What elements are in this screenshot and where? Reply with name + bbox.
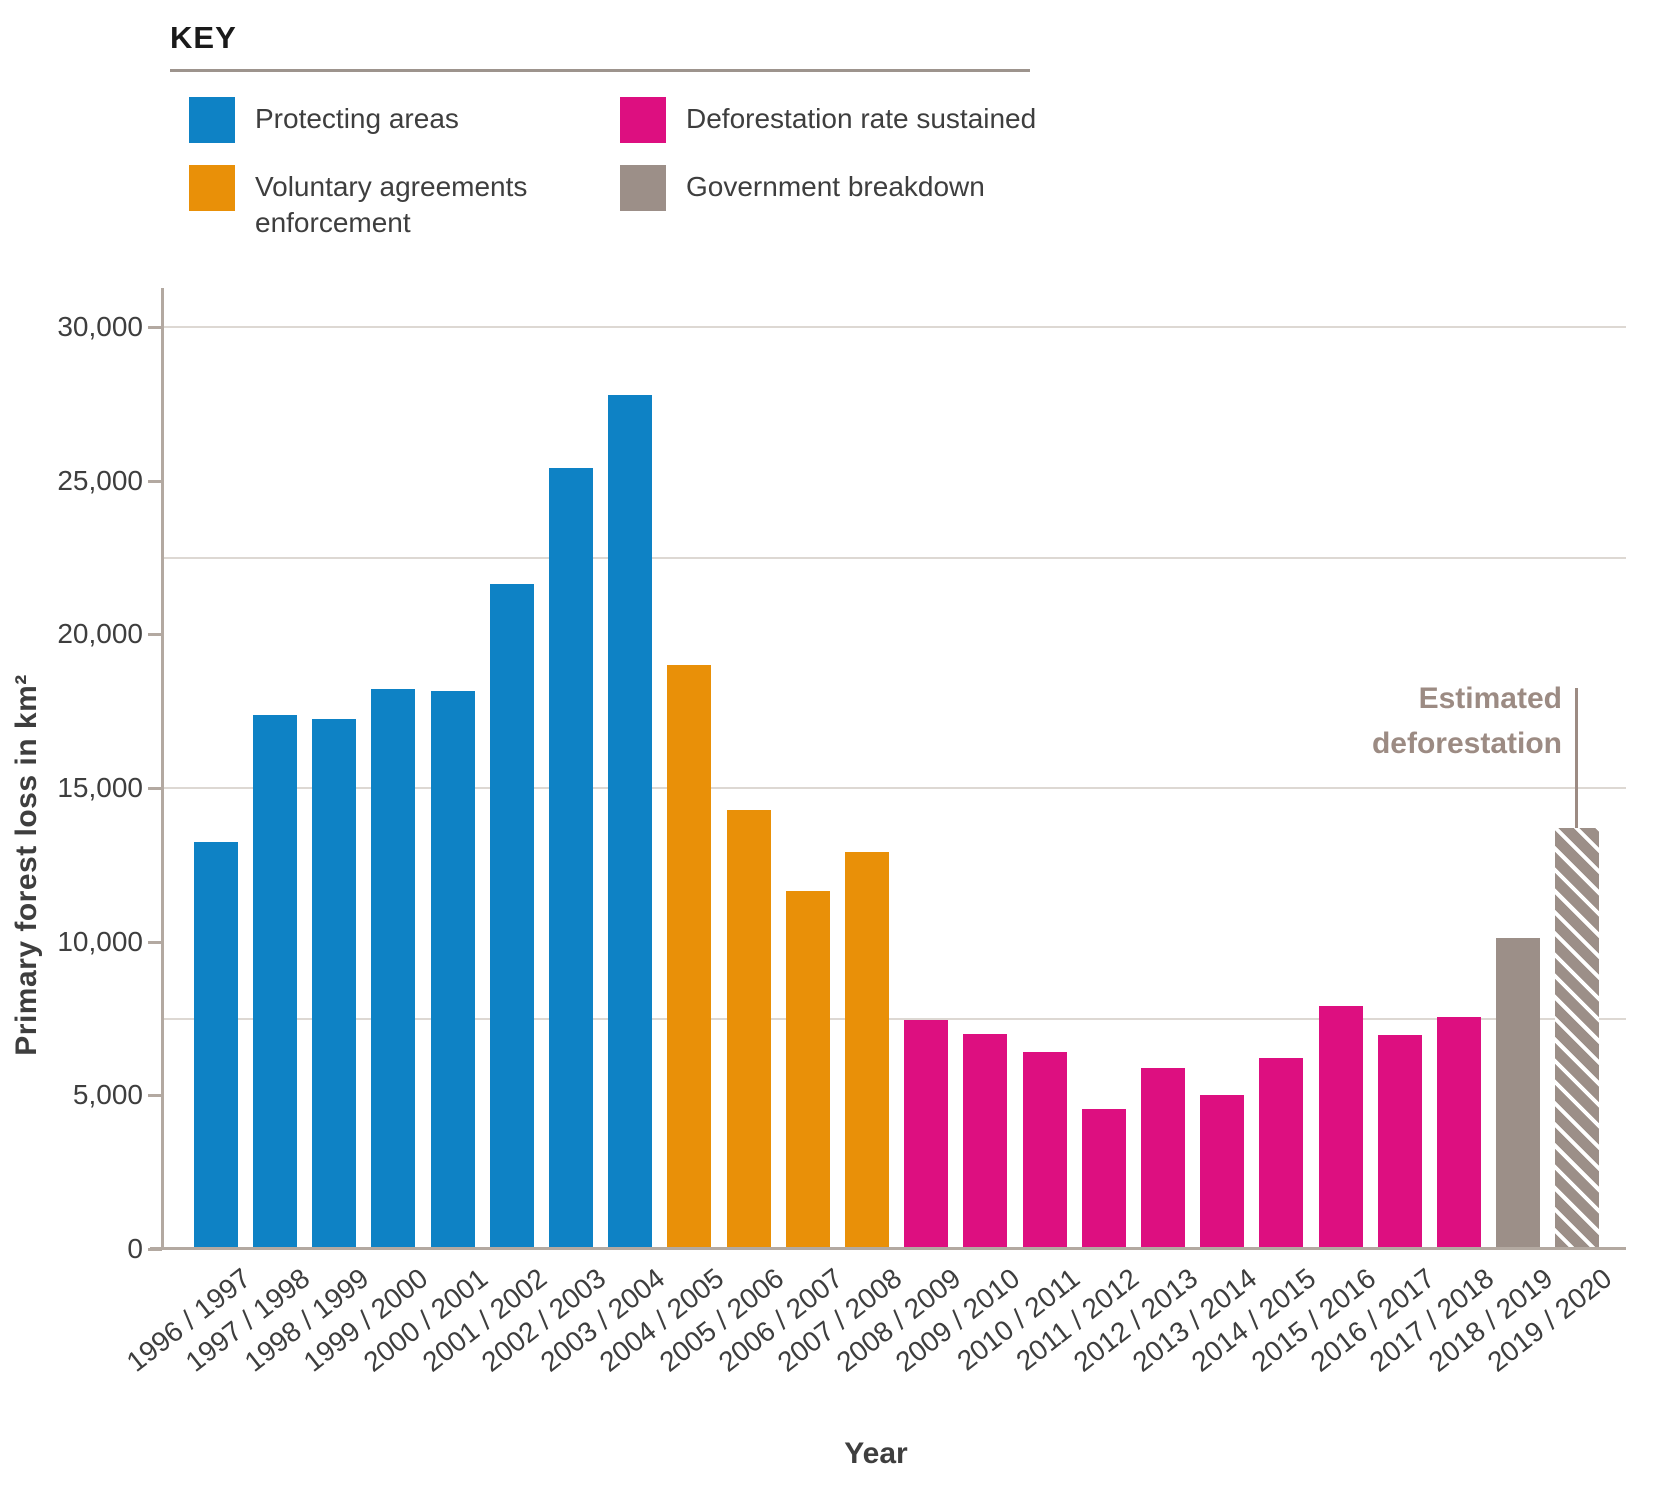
legend-items: Protecting areas Deforestation rate susta… [189,97,1089,241]
y-tick-label: 30,000 [57,311,143,342]
bar-2004-2005 [667,664,712,1249]
bar-2016-2017 [1377,1035,1422,1249]
x-axis-line [150,1247,1626,1250]
y-tick-mark [148,787,162,790]
estimated-annotation-line1: Estimated [1418,682,1562,715]
y-tick-mark [148,326,162,329]
y-tick-mark [148,940,162,944]
legend-title: KEY [170,20,237,55]
bar-2005-2006 [726,809,771,1249]
bar-2010-2011 [1022,1051,1067,1249]
legend-swatch-government [620,165,666,211]
bar-2012-2013 [1140,1067,1185,1249]
bar-2018-2019 [1496,937,1541,1249]
gridline-22500 [163,556,1626,559]
y-axis-line [161,288,164,1250]
bar-2001-2002 [489,583,534,1249]
bar-2009-2010 [963,1033,1008,1249]
legend-item-sustained: Deforestation rate sustained [620,97,1089,143]
y-tick-mark [148,633,162,637]
y-tick-label: 5,000 [72,1079,143,1111]
legend-swatch-sustained [620,97,666,143]
estimated-annotation-line2: deforestation [1371,727,1562,760]
estimated-annotation: Estimated deforestation [1372,676,1562,766]
bar-2003-2004 [608,395,653,1249]
bar-1998-1999 [312,718,357,1249]
bar-2017-2018 [1436,1017,1481,1249]
bar-2006-2007 [785,890,830,1249]
bar-1999-2000 [371,688,416,1249]
bar-1997-1998 [252,714,297,1249]
bar-2008-2009 [904,1019,949,1249]
y-tick-label: 10,000 [57,925,143,957]
bar-1996-1997 [193,842,238,1249]
legend-label-voluntary: Voluntary agreements enforcement [255,171,528,238]
bar-2019-2020 [1555,827,1600,1249]
legend-label-sustained: Deforestation rate sustained [686,103,1037,134]
gridline-7500 [163,1017,1626,1020]
x-axis-title: Year [844,1437,908,1470]
gridline-30000 [163,326,1626,328]
y-tick-label: 20,000 [57,618,143,650]
y-tick-label: 0 [127,1233,143,1264]
bar-2014-2015 [1259,1058,1304,1249]
y-tick-mark [148,479,162,483]
bar-2015-2016 [1318,1006,1363,1249]
y-tick-label: 15,000 [57,772,143,803]
estimated-annotation-pointer [1575,688,1578,828]
legend-item-government: Government breakdown [620,165,1089,241]
legend-swatch-voluntary [189,165,235,211]
gridline-15000 [163,787,1626,789]
bar-2007-2008 [844,852,889,1249]
y-tick-label: 25,000 [57,464,143,496]
y-tick-mark [148,1094,162,1098]
y-axis-title: Primary forest loss in km² [10,674,43,1056]
legend-item-voluntary: Voluntary agreements enforcement [189,165,620,241]
bar-2002-2003 [548,468,593,1249]
legend-label-government: Government breakdown [686,171,985,202]
legend-swatch-protecting [189,97,235,143]
legend-label-protecting: Protecting areas [255,103,459,134]
bar-2000-2001 [430,690,475,1249]
bar-2011-2012 [1081,1108,1126,1249]
legend-divider [170,69,1030,72]
bar-2013-2014 [1200,1094,1245,1249]
legend-item-protecting: Protecting areas [189,97,620,143]
